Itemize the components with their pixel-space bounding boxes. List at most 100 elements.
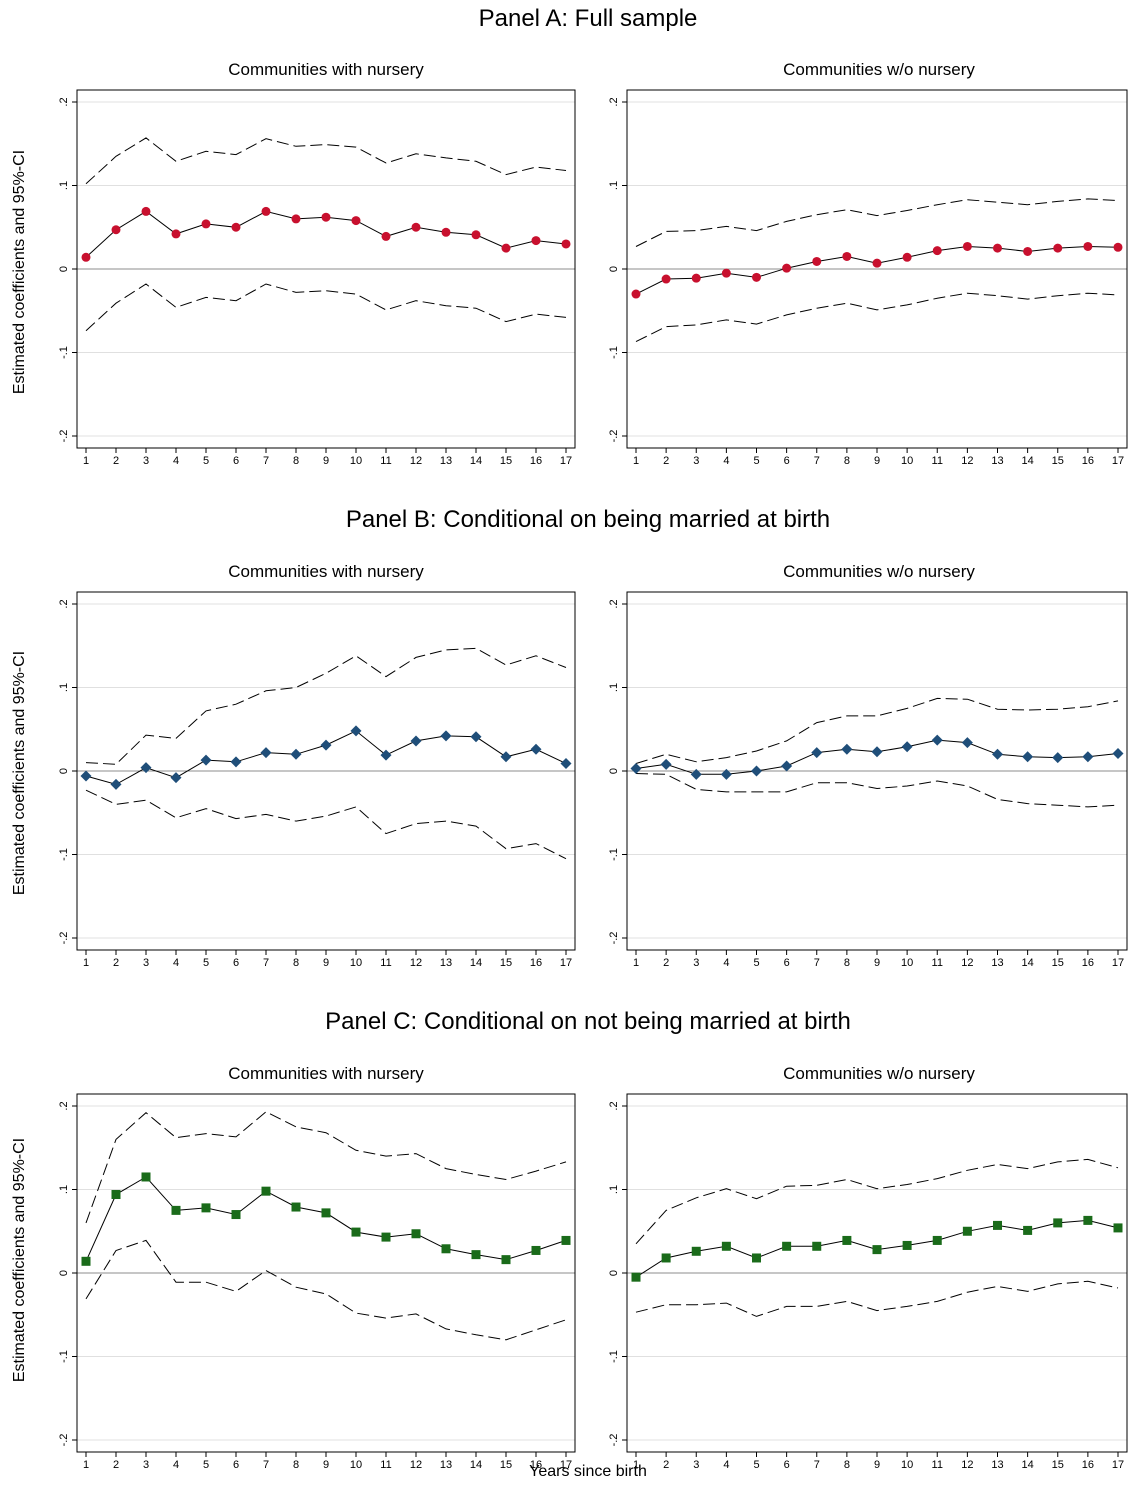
panel-a-without-nursery-xtick-label: 11 — [932, 455, 943, 467]
panel-c-without-nursery-marker — [631, 1272, 641, 1282]
panel-b-without-nursery-marker — [781, 760, 793, 772]
panel-b-with-nursery-xtick-label: 9 — [323, 957, 329, 969]
panel-b-without-nursery-marker — [901, 741, 913, 753]
panel-c-without-nursery-ci-lower-line — [635, 1280, 1119, 1317]
panel-c-with-nursery-ytick-label: .2 — [58, 1101, 70, 1110]
panel-b-without-nursery-ci-upper-line — [635, 697, 1119, 764]
panel-c-without-nursery-xtick-label: 17 — [1112, 1459, 1124, 1471]
panel-c-without-nursery-marker — [902, 1240, 912, 1250]
panel-a-without-nursery-marker — [1113, 242, 1123, 252]
panel-b-without-nursery-ytick-label: 0 — [608, 768, 620, 774]
panel-b-with-nursery-xtick-label: 12 — [410, 957, 422, 969]
panel-c-with-nursery-xtick-label: 5 — [203, 1459, 209, 1471]
panel-title-b: Panel B: Conditional on being married at… — [346, 506, 830, 533]
panel-b-without-nursery-marker — [811, 747, 823, 759]
panel-b-with-nursery-marker — [530, 743, 542, 755]
panel-c-with-nursery-marker — [501, 1255, 511, 1265]
panel-a-without-nursery-ytick-label: .2 — [608, 97, 620, 106]
panel-a-with-nursery: Communities with nursery-.2-.10.1.21 2 3 4 5… — [58, 60, 576, 467]
panel-b-without-nursery-marker — [660, 758, 672, 770]
panel-b-without-nursery-marker — [690, 768, 702, 780]
panel-a-with-nursery-marker — [171, 229, 181, 239]
panel-b-without-nursery-xtick-label: 8 — [844, 957, 850, 969]
panel-a-with-nursery-marker — [141, 206, 151, 216]
panel-c-with-nursery-marker — [531, 1245, 541, 1255]
panel-a-without-nursery-marker — [993, 243, 1002, 253]
panel-b-without-nursery-xtick-label: 6 — [784, 957, 790, 969]
panel-c-with-nursery-marker — [351, 1227, 361, 1237]
panel-a-without-nursery-marker — [872, 258, 882, 268]
panel-b-with-nursery-marker — [350, 725, 362, 737]
panel-a-without-nursery-xtick-label: 10 — [901, 455, 913, 467]
panel-c-with-nursery-xtick-label: 9 — [323, 1459, 329, 1471]
panel-b-without-nursery-marker — [1082, 751, 1094, 763]
panel-b-without-nursery-xtick-label: 1 — [633, 957, 639, 969]
panel-b-with-nursery-xtick-label: 1 — [83, 957, 89, 969]
panel-b-without-nursery-xtick-label: 12 — [961, 957, 973, 969]
panel-b-with-nursery: Communities with nursery-.2-.10.1.21 2 3 4 5… — [58, 562, 576, 969]
panel-a-without-nursery-xtick-label: 6 — [784, 455, 790, 467]
panel-a-without-nursery-marker — [721, 268, 731, 278]
panel-b-without-nursery-marker — [931, 734, 943, 746]
panel-a-without-nursery-ytick-label: -.1 — [608, 346, 620, 359]
panel-a-without-nursery-xtick-label: 13 — [991, 455, 1003, 467]
panel-c-without-nursery-xtick-label: 4 — [723, 1459, 729, 1471]
panel-c-without-nursery-marker — [721, 1241, 731, 1251]
panel-b-with-nursery-title: Communities with nursery — [228, 562, 424, 581]
panel-c-with-nursery-marker — [381, 1232, 391, 1242]
panel-a-with-nursery-marker — [381, 231, 391, 241]
panel-a-without-nursery-marker — [812, 256, 822, 266]
panel-a-without-nursery-ytick-label: -.2 — [608, 430, 620, 443]
panel-c-with-nursery-ytick-label: .1 — [58, 1185, 70, 1194]
panel-a-with-nursery-xtick-label: 5 — [203, 455, 209, 467]
panel-a-with-nursery-ytick-label: 0 — [58, 266, 70, 272]
panel-a-with-nursery-title: Communities with nursery — [228, 60, 424, 79]
panel-b-with-nursery-ytick-label: -.1 — [58, 848, 70, 861]
panel-c-with-nursery-xtick-label: 1 — [83, 1459, 89, 1471]
panel-a-without-nursery-marker — [1023, 246, 1033, 256]
panel-a-without-nursery-marker — [932, 246, 942, 256]
panel-b-without-nursery-marker — [1052, 752, 1064, 764]
panel-c-without-nursery-ytick-label: -.1 — [608, 1350, 620, 1363]
panel-b-without-nursery-xtick-label: 14 — [1022, 957, 1034, 969]
panel-a-without-nursery-xtick-label: 7 — [814, 455, 820, 467]
panel-b-with-nursery-xtick-label: 4 — [173, 957, 179, 969]
panel-c-without-nursery-xtick-label: 3 — [693, 1459, 699, 1471]
y-axis-label-panel-c: Estimated coefficients and 95%-CI — [11, 1138, 28, 1382]
panel-b-with-nursery-ci-lower-line — [85, 789, 567, 860]
panel-b-with-nursery-marker — [110, 778, 122, 790]
panel-b-without-nursery-xtick-label: 11 — [932, 957, 943, 969]
panel-a-with-nursery-marker — [261, 206, 271, 216]
panel-c-without-nursery-xtick-label: 9 — [874, 1459, 880, 1471]
panel-c-without-nursery-marker — [1113, 1223, 1123, 1233]
panel-a-with-nursery-marker — [501, 243, 511, 253]
panel-a-without-nursery-ci-lower-line — [635, 292, 1119, 343]
panel-c-without-nursery-ytick-label: 0 — [608, 1270, 620, 1276]
panel-a-without-nursery-marker — [661, 274, 671, 284]
panel-a-without-nursery-marker — [631, 289, 641, 299]
panel-c-without-nursery-xtick-label: 6 — [784, 1459, 790, 1471]
panel-c-with-nursery-ytick-label: -.1 — [58, 1350, 70, 1363]
panel-a-without-nursery-estimate-line — [635, 245, 1119, 295]
panel-a-with-nursery-ci-upper-line — [85, 137, 567, 185]
panel-b-with-nursery-xtick-label: 15 — [500, 957, 512, 969]
panel-a-without-nursery-ci-upper-line — [635, 198, 1119, 247]
panel-a-without-nursery-marker — [842, 251, 852, 261]
panel-a-with-nursery-xtick-label: 15 — [500, 455, 512, 467]
panel-a-without-nursery-marker — [782, 263, 792, 273]
panel-a-with-nursery-ytick-label: .2 — [58, 97, 70, 106]
panel-a-with-nursery-marker — [321, 212, 331, 222]
panel-a-without-nursery-xtick-label: 2 — [663, 455, 669, 467]
panel-a-with-nursery-xtick-label: 9 — [323, 455, 329, 467]
panel-c-without-nursery-xtick-label: 12 — [961, 1459, 973, 1471]
panel-a-with-nursery-xtick-label: 16 — [530, 455, 542, 467]
panel-c-without-nursery-xtick-label: 10 — [901, 1459, 913, 1471]
panel-a-with-nursery-marker — [561, 239, 571, 249]
panel-c-without-nursery-xtick-label: 1 — [633, 1459, 639, 1471]
panel-c-with-nursery-ci-lower-line — [85, 1239, 567, 1341]
panel-c-without-nursery: Communities w/o nursery-.2-.10.1.21 2 3 4 5 6… — [608, 1064, 1128, 1471]
panel-b-with-nursery-xtick-label: 8 — [293, 957, 299, 969]
panel-a-with-nursery-xtick-label: 11 — [380, 455, 391, 467]
panel-a-with-nursery-xtick-label: 1 — [83, 455, 89, 467]
panel-c-with-nursery-marker — [231, 1210, 241, 1220]
